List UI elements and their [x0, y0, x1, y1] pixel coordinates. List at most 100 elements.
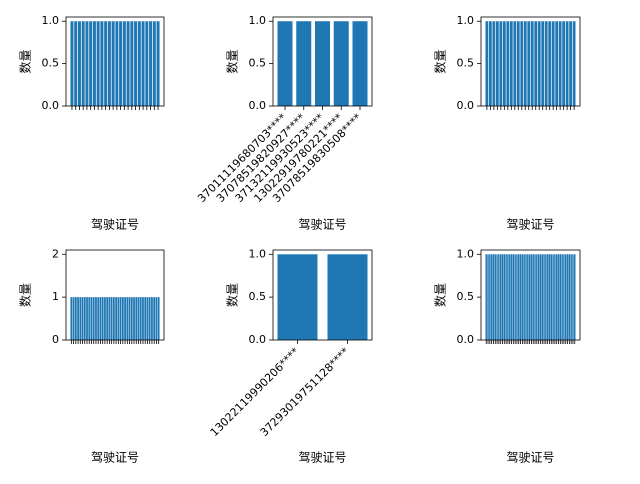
bar — [135, 297, 138, 340]
bar — [565, 21, 569, 106]
bar — [77, 297, 79, 340]
bar — [519, 254, 522, 340]
y-tick-label: 0 — [52, 333, 59, 346]
axes-frame — [272, 249, 373, 341]
bar — [523, 21, 527, 106]
bar — [130, 21, 134, 106]
bar — [548, 254, 551, 340]
bar — [111, 21, 115, 106]
bar — [137, 21, 141, 106]
bar — [485, 254, 487, 340]
bar — [110, 297, 113, 340]
bar — [558, 21, 562, 106]
bar — [521, 254, 524, 340]
y-tick-label: 1.0 — [457, 247, 475, 260]
axes-frame — [272, 16, 373, 107]
bar — [490, 254, 493, 340]
y-axis-label: 数量 — [18, 49, 33, 73]
bar — [530, 21, 534, 106]
bar — [122, 21, 126, 106]
bar — [106, 297, 109, 340]
bar — [327, 254, 368, 340]
bar — [559, 254, 562, 340]
bar — [70, 297, 73, 340]
y-tick-label: 1.0 — [42, 14, 60, 27]
bar — [117, 297, 120, 340]
bar — [142, 297, 144, 340]
y-tick-label: 0.0 — [42, 99, 60, 112]
bar — [557, 254, 560, 340]
bar — [90, 297, 93, 340]
x-axis-label: 驾驶证号 — [506, 450, 554, 465]
bar — [315, 21, 330, 106]
bar — [545, 254, 547, 340]
y-axis-label: 数量 — [433, 49, 448, 73]
bar — [85, 21, 89, 106]
bar — [133, 297, 135, 340]
bar — [108, 297, 111, 340]
bar — [72, 297, 75, 340]
bar — [156, 21, 160, 106]
axes-frame — [480, 16, 581, 107]
bar — [512, 254, 515, 340]
bar — [95, 297, 97, 340]
bar — [146, 297, 149, 340]
bar — [561, 254, 563, 340]
y-tick-label: 0.5 — [42, 57, 60, 70]
bar — [537, 21, 541, 106]
bar — [89, 21, 93, 106]
bar — [88, 297, 91, 340]
bar — [525, 254, 527, 340]
bar — [126, 21, 130, 106]
bar — [112, 297, 115, 340]
axes-frame — [65, 249, 165, 341]
y-axis-label: 数量 — [225, 49, 240, 73]
bar — [124, 297, 126, 340]
y-tick-label: 0.0 — [249, 333, 267, 346]
bar — [139, 297, 142, 340]
bar — [70, 21, 74, 106]
bar — [97, 297, 100, 340]
bar — [499, 21, 503, 106]
y-tick-label: 0.5 — [457, 57, 475, 70]
bar — [566, 254, 569, 340]
bar — [148, 297, 151, 340]
bar — [555, 21, 559, 106]
bar — [496, 254, 498, 340]
bar — [107, 21, 111, 106]
bar — [92, 21, 96, 106]
bar — [494, 254, 496, 340]
bar — [534, 254, 536, 340]
x-axis-label: 驾驶证号 — [506, 217, 554, 232]
y-tick-label: 0.0 — [457, 99, 475, 112]
bar — [115, 297, 118, 340]
bar — [333, 21, 349, 106]
bar — [157, 297, 160, 340]
bar — [534, 21, 538, 106]
bar — [137, 297, 140, 340]
bar — [505, 254, 507, 340]
y-tick-label: 0.5 — [249, 57, 267, 70]
axes-frame — [480, 249, 581, 341]
bar — [126, 297, 129, 340]
bar — [155, 297, 158, 340]
x-axis-label: 驾驶证号 — [91, 450, 139, 465]
y-tick-label: 0.0 — [457, 333, 475, 346]
bar — [501, 254, 504, 340]
bar — [527, 21, 531, 106]
bar — [539, 254, 542, 340]
bar — [128, 297, 131, 340]
bar — [502, 21, 506, 106]
bar — [119, 21, 123, 106]
y-axis-label: 数量 — [433, 283, 448, 307]
bar — [74, 297, 77, 340]
bar — [541, 254, 543, 340]
bar — [532, 254, 534, 340]
bar — [568, 254, 571, 340]
bar — [572, 21, 576, 106]
bar — [520, 21, 524, 106]
bar — [81, 297, 84, 340]
y-tick-label: 2 — [52, 247, 59, 260]
bar — [152, 21, 156, 106]
x-tick-label: 13022119990206**** — [208, 345, 302, 439]
